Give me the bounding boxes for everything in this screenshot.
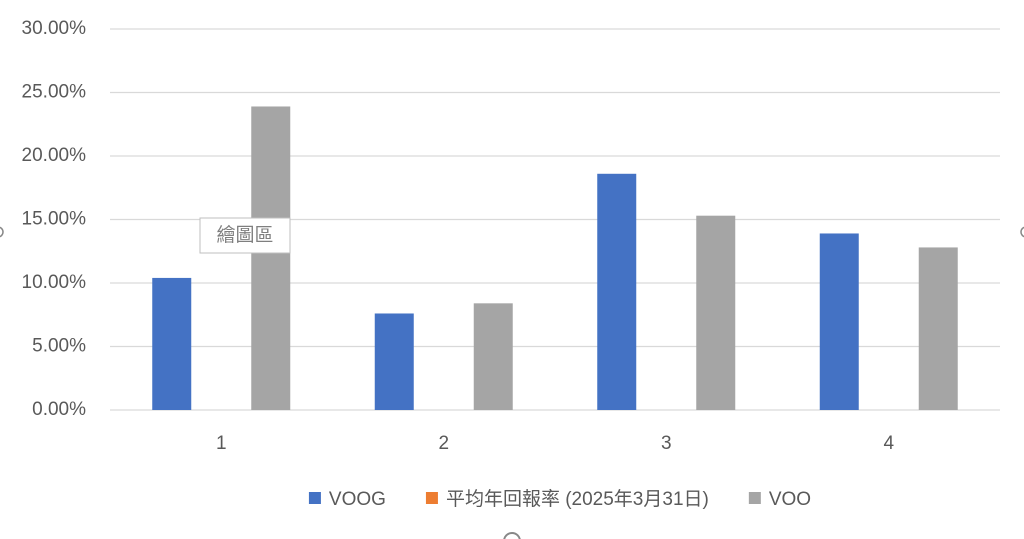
x-tick-label: 3 bbox=[661, 433, 672, 454]
legend: VOOG 平均年回報率 (2025年3月31日) VOO bbox=[308, 488, 811, 510]
y-tick-label: 0.00% bbox=[32, 399, 86, 420]
legend-label: VOO bbox=[769, 489, 811, 510]
legend-swatch bbox=[425, 492, 438, 504]
handle bbox=[503, 532, 521, 539]
legend-label: 平均年回報率 (2025年3月31日) bbox=[446, 488, 709, 510]
bar bbox=[918, 247, 958, 410]
y-tick-label: 10.00% bbox=[22, 272, 87, 293]
handle bbox=[1020, 226, 1024, 238]
tooltip-box bbox=[199, 217, 291, 254]
bar bbox=[473, 303, 513, 410]
bar bbox=[374, 313, 414, 410]
tooltip: 繪圖區 bbox=[199, 217, 291, 254]
legend-swatch bbox=[748, 492, 761, 504]
bar bbox=[819, 233, 859, 410]
bar bbox=[696, 215, 736, 410]
handle bbox=[0, 226, 4, 238]
x-tick-label: 1 bbox=[216, 433, 227, 454]
y-tick-label: 15.00% bbox=[22, 209, 87, 230]
y-tick-label: 5.00% bbox=[32, 336, 86, 357]
tooltip-text: 繪圖區 bbox=[216, 224, 273, 246]
bar bbox=[251, 106, 291, 410]
plot-area: 0.00% 5.00% 10.00% 15.00% 20.00% 25.00% 30.00%… bbox=[22, 18, 1000, 454]
x-tick-label: 2 bbox=[438, 433, 449, 454]
bar bbox=[597, 173, 637, 410]
x-tick-label: 4 bbox=[883, 433, 894, 454]
legend-swatch bbox=[308, 492, 321, 504]
legend-label: VOOG bbox=[329, 489, 386, 510]
y-tick-label: 20.00% bbox=[22, 145, 87, 166]
y-tick-label: 30.00% bbox=[22, 18, 87, 39]
bar bbox=[152, 277, 192, 410]
y-tick-label: 25.00% bbox=[22, 82, 87, 103]
